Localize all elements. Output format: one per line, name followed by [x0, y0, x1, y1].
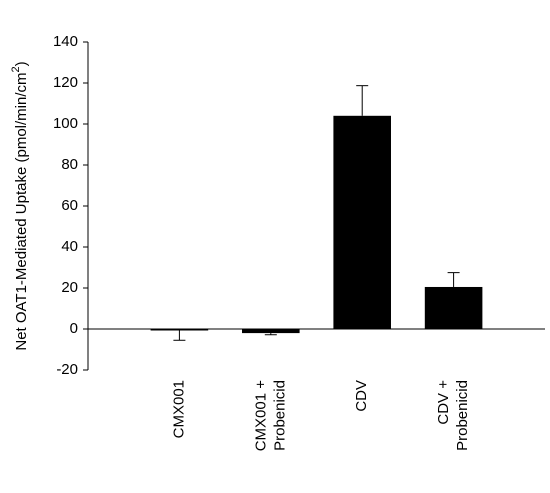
y-tick-label: 80	[61, 156, 78, 173]
x-tick-label: CDV +	[435, 380, 452, 425]
y-tick-label: 0	[70, 320, 78, 337]
x-tick-label: CMX001 +	[252, 380, 269, 452]
x-tick-label: CMX001	[170, 380, 187, 438]
y-tick-label: -20	[56, 361, 78, 378]
bar	[333, 115, 391, 329]
x-tick-label: Probenicid	[454, 380, 471, 451]
y-label-text: Net OAT1-Mediated Uptake (pmol/min/cm	[13, 72, 30, 350]
y-tick-label: 40	[61, 238, 78, 255]
x-tick-label: Probenicid	[271, 380, 288, 451]
y-tick-label: 20	[61, 279, 78, 296]
y-tick-label: 140	[53, 33, 78, 50]
bar	[242, 329, 300, 334]
y-tick-label: 100	[53, 115, 78, 132]
y-tick-label: 120	[53, 74, 78, 91]
x-tick-label: CDV	[353, 380, 370, 412]
y-tick-label: 60	[61, 197, 78, 214]
y-label-end: )	[13, 61, 30, 66]
y-label-sup: 2	[10, 66, 22, 72]
y-axis-label: Net OAT1-Mediated Uptake (pmol/min/cm2)	[10, 61, 30, 350]
bar	[424, 286, 483, 329]
